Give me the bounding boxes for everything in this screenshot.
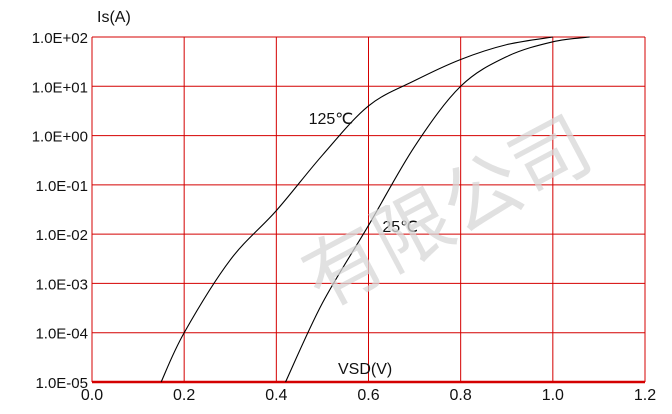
x-tick-label: 0.0 bbox=[81, 387, 103, 404]
y-tick-label: 1.0E-02 bbox=[35, 227, 88, 244]
y-tick-label: 1.0E+01 bbox=[32, 79, 88, 96]
x-tick-label: 0.6 bbox=[357, 387, 379, 404]
y-tick-labels: 1.0E+02 1.0E+01 1.0E+00 1.0E-01 1.0E-02 1.0E-… bbox=[32, 30, 88, 392]
y-tick-label: 1.0E-04 bbox=[35, 326, 88, 343]
series-lines bbox=[160, 36, 590, 383]
y-tick-label: 1.0E+02 bbox=[32, 30, 88, 47]
y-axis-title: Is(A) bbox=[97, 9, 131, 26]
x-tick-label: 0.2 bbox=[173, 387, 195, 404]
x-tick-label: 0.4 bbox=[265, 387, 287, 404]
watermark: 有限公司 bbox=[289, 100, 607, 326]
series-line-125c bbox=[160, 36, 553, 383]
annotation-25c: 25℃ bbox=[382, 219, 418, 236]
x-axis-title: VSD(V) bbox=[338, 361, 392, 378]
y-tick-label: 1.0E-03 bbox=[35, 276, 88, 293]
y-tick-label: 1.0E-05 bbox=[35, 375, 88, 392]
x-tick-labels: 0.0 0.2 0.4 0.6 0.8 1.0 1.2 bbox=[81, 387, 656, 404]
x-tick-label: 1.0 bbox=[542, 387, 564, 404]
series-line-25c bbox=[285, 36, 590, 383]
grid bbox=[91, 36, 646, 384]
x-tick-label: 1.2 bbox=[634, 387, 656, 404]
annotation-125c: 125℃ bbox=[309, 111, 354, 128]
x-tick-label: 0.8 bbox=[450, 387, 472, 404]
y-tick-label: 1.0E+00 bbox=[32, 129, 88, 146]
y-tick-label: 1.0E-01 bbox=[35, 178, 88, 195]
